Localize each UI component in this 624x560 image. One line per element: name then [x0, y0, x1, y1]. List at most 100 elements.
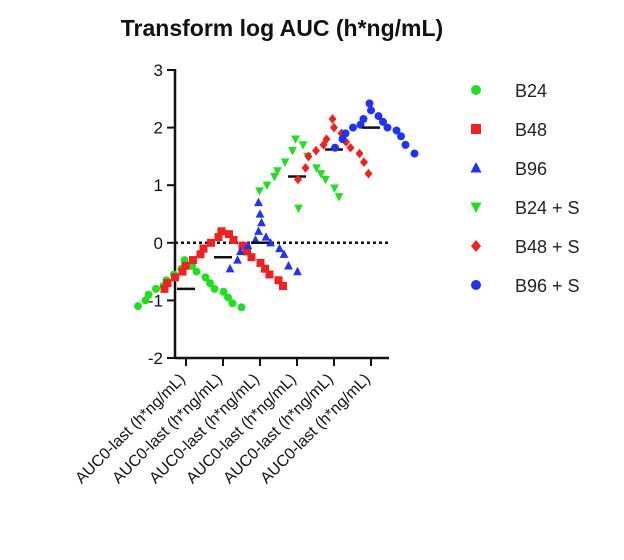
data-point: [228, 299, 237, 308]
data-point: [284, 261, 293, 270]
series-b96-plus-s: [331, 99, 419, 158]
data-point: [349, 123, 357, 132]
series-b48-plus-s: [294, 114, 373, 185]
data-point: [328, 114, 337, 124]
data-point: [171, 273, 179, 282]
data-point: [322, 134, 331, 144]
data-point: [254, 197, 263, 207]
data-point: [275, 243, 284, 253]
y-tick-label: 1: [154, 176, 163, 195]
data-point: [346, 142, 355, 153]
data-point: [163, 279, 172, 288]
legend-label: B24 + S: [515, 198, 580, 218]
data-point: [279, 249, 289, 258]
data-point: [206, 279, 214, 288]
data-point: [233, 255, 242, 264]
data-point: [293, 266, 302, 276]
data-point: [334, 193, 344, 202]
data-point: [236, 246, 245, 256]
data-point: [294, 174, 302, 185]
data-point: [255, 187, 264, 196]
data-point: [224, 293, 232, 302]
data-point: [330, 122, 338, 133]
data-point: [274, 276, 283, 285]
data-point: [316, 170, 326, 179]
legend-marker: [471, 124, 481, 134]
data-point: [383, 123, 392, 132]
data-point: [364, 168, 373, 179]
data-point: [331, 143, 339, 152]
data-point: [273, 167, 282, 176]
data-point: [312, 145, 320, 156]
data-point: [265, 270, 274, 279]
data-point: [355, 148, 364, 159]
data-point: [291, 135, 300, 144]
data-point: [247, 253, 256, 262]
data-point: [379, 117, 387, 126]
data-point: [237, 303, 246, 312]
data-point: [401, 140, 410, 149]
data-point: [288, 147, 297, 156]
data-point: [255, 209, 265, 218]
data-point: [294, 204, 303, 214]
data-point: [298, 141, 308, 150]
legend-item: B24 + S: [470, 198, 580, 218]
data-point: [256, 258, 265, 267]
data-point: [225, 230, 233, 239]
data-point: [280, 158, 290, 167]
data-point: [330, 184, 339, 193]
data-point: [410, 149, 419, 158]
legend-item: B48 + S: [471, 237, 580, 257]
data-point: [243, 240, 253, 250]
data-point: [210, 284, 219, 293]
data-point: [160, 284, 169, 293]
legend-label: B48: [515, 120, 547, 140]
data-point: [219, 287, 228, 296]
data-point: [199, 244, 208, 253]
data-point: [254, 226, 263, 235]
legend-label: B24: [515, 81, 547, 101]
data-point: [141, 296, 150, 305]
legend-label: B96 + S: [515, 276, 580, 296]
data-point: [225, 263, 235, 273]
series-b48: [160, 227, 287, 293]
chart-title: Transform log AUC (h*ng/mL): [121, 15, 443, 41]
legend: B24 B48 B96 B24 + S B48 + S B96 + S: [470, 81, 580, 296]
data-point: [367, 106, 375, 115]
data-point: [279, 282, 287, 290]
legend-label: B96: [515, 159, 547, 179]
legend-item: B96: [470, 159, 547, 179]
y-tick-label: 0: [154, 234, 163, 253]
data-point: [262, 181, 272, 190]
legend-marker: [471, 240, 481, 252]
data-point: [321, 175, 330, 185]
series-b96: [225, 197, 302, 276]
data-point: [312, 164, 321, 173]
data-point: [134, 302, 142, 311]
data-point: [266, 238, 275, 247]
data-point: [319, 140, 328, 150]
data-point: [360, 157, 368, 167]
data-point: [397, 132, 405, 141]
data-point: [257, 217, 266, 227]
data-point: [270, 172, 279, 182]
data-point: [238, 241, 247, 250]
y-tick-label: 3: [154, 61, 163, 80]
data-point: [365, 99, 374, 108]
data-point: [251, 235, 260, 244]
data-point: [152, 284, 160, 293]
legend-item: B48: [471, 120, 547, 140]
data-point: [217, 227, 226, 236]
data-point: [229, 235, 238, 244]
legend-item: B24: [471, 81, 547, 101]
data-point: [178, 267, 187, 276]
data-point: [261, 232, 271, 241]
data-point: [338, 135, 347, 144]
data-point: [261, 264, 269, 273]
data-point: [301, 163, 310, 173]
data-point: [392, 126, 401, 135]
legend-marker: [470, 202, 482, 213]
legend-marker: [471, 85, 481, 95]
data-point: [189, 256, 197, 265]
data-point: [374, 112, 383, 121]
